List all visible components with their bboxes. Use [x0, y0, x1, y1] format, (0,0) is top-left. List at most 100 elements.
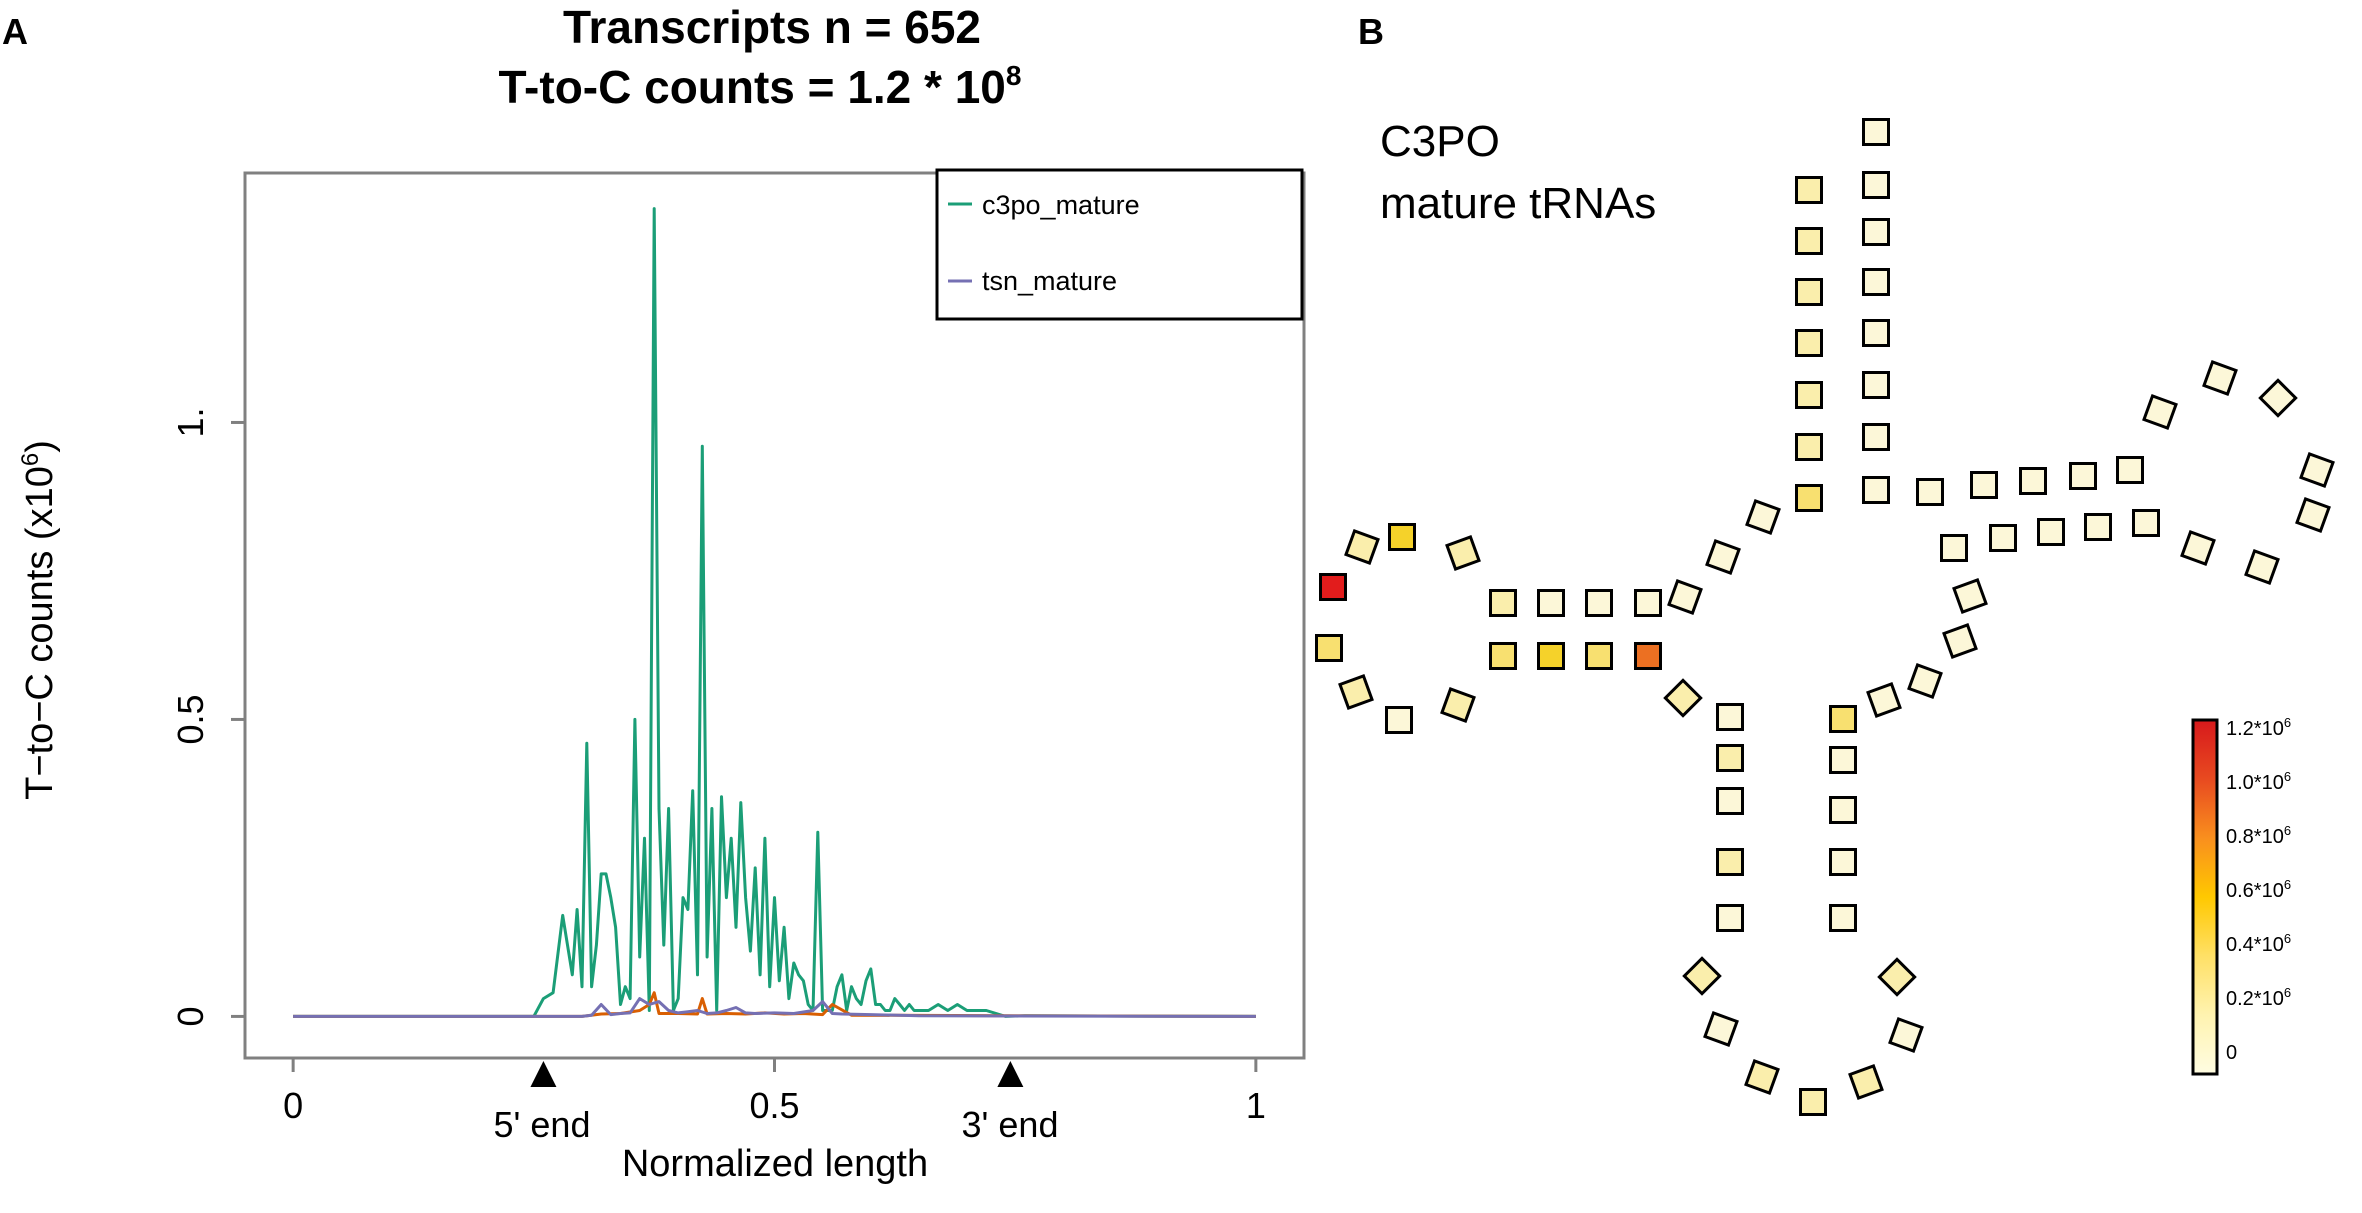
- nucleotide-square: [1667, 579, 1703, 615]
- nucleotide-square: [1989, 524, 2017, 552]
- nucleotide-square: [2295, 497, 2331, 533]
- nucleotide-square: [2132, 509, 2160, 537]
- nucleotide-square: [1795, 433, 1823, 461]
- nucleotide-square: [1862, 371, 1890, 399]
- nucleotide-square: [1745, 499, 1781, 535]
- nucleotide-square: [1795, 484, 1823, 512]
- legend: c3po_mature tsn_mature: [935, 168, 1304, 321]
- nucleotide-square: [1862, 118, 1890, 146]
- nucleotide-square: [1338, 674, 1374, 710]
- nucleotide-square: [1795, 381, 1823, 409]
- nucleotide-square: [1866, 682, 1902, 718]
- nucleotide-square: [2202, 360, 2238, 396]
- colorbar-label-main: 0: [2226, 1042, 2237, 1064]
- nucleotide-square: [2069, 462, 2097, 490]
- trna-label-line1: C3PO: [1380, 117, 1500, 166]
- colorbar-label: 0.4*106: [2226, 931, 2291, 956]
- colorbar-label: 0: [2226, 1042, 2237, 1064]
- nucleotide-square: [1862, 218, 1890, 246]
- panel-b-label: B: [1358, 11, 1384, 52]
- nucleotide-square: [1795, 227, 1823, 255]
- x-axis: 0 0.5 1: [283, 1058, 1266, 1126]
- y-tick-label: 0.5: [170, 694, 211, 744]
- nucleotide-square: [1315, 634, 1343, 662]
- marker-3-end-label: 3' end: [962, 1104, 1059, 1145]
- chart-title-line2-sup: 8: [1006, 60, 1022, 91]
- colorbar-label-sup: 6: [2284, 769, 2291, 784]
- nucleotide-square: [1862, 476, 1890, 504]
- nucleotide-square: [2258, 378, 2298, 418]
- nucleotide-square: [1585, 589, 1613, 617]
- nucleotide-square: [1634, 642, 1662, 670]
- series-line-tsn_mature: [293, 997, 1256, 1018]
- nucleotide-square: [1829, 904, 1857, 932]
- nucleotide-square: [2180, 530, 2216, 566]
- y-axis: 0 0.5 1.: [170, 407, 245, 1026]
- nucleotide-square: [2244, 549, 2280, 585]
- nucleotide-square: [1634, 589, 1662, 617]
- series-lines: [293, 207, 1256, 1018]
- y-tick-label: 1.: [170, 407, 211, 437]
- nucleotide-square: [1862, 423, 1890, 451]
- nucleotide-square: [1916, 478, 1944, 506]
- nucleotide-square: [1716, 787, 1744, 815]
- series-line-c3po_mature: [293, 207, 1256, 1018]
- nucleotide-square: [1344, 529, 1380, 565]
- end-markers: [530, 1061, 1024, 1087]
- trna-label-line2: mature tRNAs: [1380, 179, 1656, 228]
- colorbar-label-main: 0.6*10: [2226, 880, 2284, 902]
- nucleotide-square: [1829, 848, 1857, 876]
- nucleotide-square: [1940, 534, 1968, 562]
- y-axis-label-sup: 6: [17, 453, 44, 466]
- colorbar-label: 1.0*106: [2226, 769, 2291, 794]
- y-axis-label-close: ): [19, 440, 61, 453]
- colorbar-labels: 1.2*1061.0*1060.8*1060.6*1060.4*1060.2*1…: [2226, 715, 2291, 1064]
- nucleotide-square: [1970, 471, 1998, 499]
- colorbar-label-main: 0.8*10: [2226, 826, 2284, 848]
- trna-structure: [1315, 118, 2335, 1116]
- nucleotide-square: [1445, 535, 1481, 571]
- colorbar-label: 0.2*106: [2226, 985, 2291, 1010]
- nucleotide-square: [2019, 467, 2047, 495]
- colorbar-label: 0.8*106: [2226, 823, 2291, 848]
- nucleotide-square: [2142, 394, 2178, 430]
- x-tick-label: 0: [283, 1085, 303, 1126]
- x-tick-label: 1: [1246, 1085, 1266, 1126]
- colorbar-label-sup: 6: [2284, 715, 2291, 730]
- colorbar-label-main: 1.2*10: [2226, 718, 2284, 740]
- nucleotide-square: [1537, 589, 1565, 617]
- nucleotide-square: [1795, 278, 1823, 306]
- legend-label-c3po: c3po_mature: [982, 190, 1140, 220]
- nucleotide-square: [2084, 513, 2112, 541]
- end-marker-triangle: [530, 1061, 557, 1087]
- legend-box: [935, 168, 1304, 321]
- nucleotide-square: [1703, 1011, 1739, 1047]
- chart-title-line1: Transcripts n = 652: [563, 1, 981, 53]
- nucleotide-square: [1440, 687, 1476, 723]
- colorbar-label-sup: 6: [2284, 931, 2291, 946]
- colorbar-label: 0.6*106: [2226, 877, 2291, 902]
- nucleotide-square: [1795, 329, 1823, 357]
- nucleotide-square: [1907, 663, 1943, 699]
- chart-title-line2-main: T-to-C counts = 1.2 * 10: [499, 61, 1006, 113]
- x-axis-label: Normalized length: [622, 1143, 928, 1185]
- nucleotide-square: [2037, 518, 2065, 546]
- x-tick-label: 0.5: [749, 1085, 799, 1126]
- colorbar-label-sup: 6: [2284, 985, 2291, 1000]
- colorbar-label-main: 0.4*10: [2226, 934, 2284, 956]
- nucleotide-square: [1799, 1088, 1827, 1116]
- nucleotide-square: [1942, 623, 1978, 659]
- nucleotide-square: [1682, 956, 1722, 996]
- nucleotide-square: [1716, 744, 1744, 772]
- nucleotide-square: [2116, 456, 2144, 484]
- nucleotide-square: [1705, 539, 1741, 575]
- nucleotide-square: [1829, 746, 1857, 774]
- y-axis-label: T−to−C counts (x106): [17, 440, 61, 800]
- nucleotide-square: [1585, 642, 1613, 670]
- nucleotide-square: [1829, 796, 1857, 824]
- nucleotide-square: [1319, 573, 1347, 601]
- colorbar-label-sup: 6: [2284, 877, 2291, 892]
- colorbar-label: 1.2*106: [2226, 715, 2291, 740]
- colorbar-label-main: 0.2*10: [2226, 988, 2284, 1010]
